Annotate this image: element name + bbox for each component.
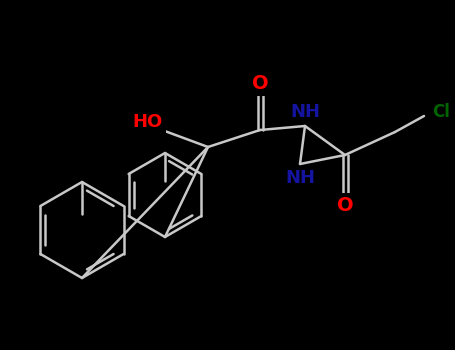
- Text: HO: HO: [133, 113, 163, 131]
- Text: O: O: [337, 196, 354, 215]
- Text: Cl: Cl: [432, 103, 450, 121]
- Text: NH: NH: [285, 169, 315, 187]
- Text: NH: NH: [290, 103, 320, 121]
- Text: O: O: [252, 74, 268, 93]
